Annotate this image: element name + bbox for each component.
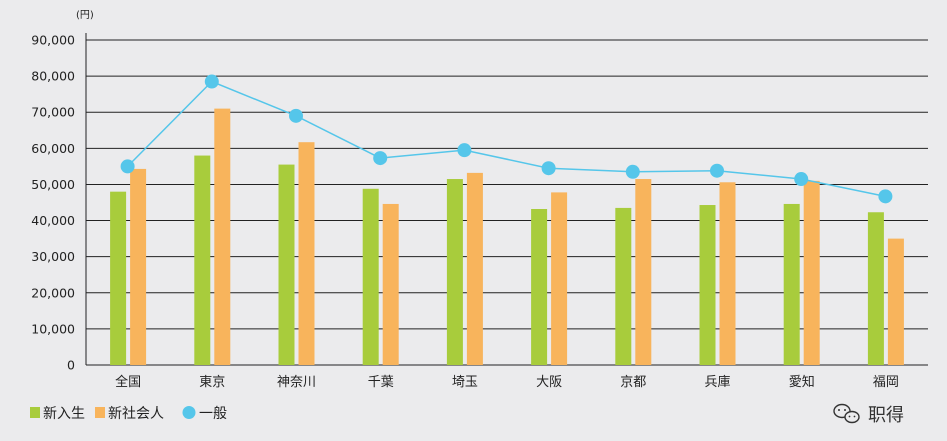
y-tick-label: 80,000: [31, 69, 75, 84]
line-point-一般-神奈川: [289, 108, 303, 123]
bar-新入生-全国: [110, 191, 127, 365]
bar-新入生-大阪: [531, 209, 548, 365]
y-tick-label: 40,000: [31, 213, 75, 228]
x-category-label: 千葉: [368, 375, 394, 390]
bar-新社会人-全国: [130, 168, 147, 365]
legend-label: 一般: [199, 406, 227, 422]
line-point-一般-千葉: [373, 151, 388, 166]
x-category-label: 京都: [620, 375, 646, 390]
bar-新入生-神奈川: [278, 164, 295, 365]
bar-新社会人-神奈川: [298, 142, 315, 365]
bar-新社会人-京都: [635, 179, 652, 365]
y-tick-label: 30,000: [31, 249, 75, 264]
y-tick-label: 60,000: [31, 141, 75, 156]
bar-新社会人-千葉: [382, 203, 399, 365]
x-axis-categories: 全国 東京 神奈川 千葉 埼玉 大阪 京都 兵庫 愛知 福岡: [115, 374, 899, 390]
line-series: [120, 74, 893, 204]
x-category-label: 神奈川: [277, 375, 316, 390]
line-path-一般: [127, 80, 886, 198]
bar-新社会人-兵庫: [719, 182, 736, 365]
bar-新入生-千葉: [362, 188, 379, 365]
line-point-一般-愛知: [794, 172, 809, 187]
wechat-icon: [833, 403, 860, 424]
bar-新社会人-福岡: [887, 238, 904, 365]
bar-新社会人-埼玉: [466, 172, 483, 365]
y-tick-label: 10,000: [31, 321, 75, 336]
bar-新入生-福岡: [867, 212, 884, 365]
y-tick-label: 20,000: [31, 285, 75, 300]
line-point-一般-東京: [204, 74, 219, 89]
x-category-label: 兵庫: [704, 375, 730, 390]
y-unit-label: (円): [76, 10, 94, 21]
line-point-一般-埼玉: [457, 143, 472, 158]
y-tick-label: 90,000: [31, 33, 75, 48]
bar-新入生-京都: [615, 207, 632, 365]
bar-新入生-愛知: [783, 203, 800, 365]
y-axis-ticks: 0 10,000 20,000 30,000 40,000 50,000 60,000 70,…: [31, 33, 75, 373]
legend-label: 新社会人: [108, 406, 164, 422]
x-category-label: 東京: [199, 374, 225, 390]
y-tick-label: 0: [67, 358, 75, 373]
legend-label: 新入生: [43, 406, 85, 422]
y-tick-label: 70,000: [31, 105, 75, 120]
line-point-一般-大阪: [541, 161, 556, 176]
x-category-label: 全国: [115, 374, 141, 390]
x-category-label: 福岡: [873, 375, 899, 390]
bar-新社会人-東京: [214, 108, 231, 365]
bar-新入生-埼玉: [446, 179, 463, 365]
line-point-一般-福岡: [878, 189, 893, 204]
line-point-一般-京都: [625, 164, 640, 179]
legend-swatch-新入生: [30, 407, 40, 418]
line-point-一般-全国: [120, 159, 135, 174]
bar-新社会人-愛知: [803, 180, 820, 365]
bar-新入生-東京: [194, 155, 211, 365]
x-category-label: 大阪: [536, 375, 562, 390]
line-point-一般-兵庫: [710, 163, 724, 178]
watermark: 职得: [833, 403, 904, 426]
bars: [110, 108, 904, 365]
legend: 新入生 新社会人 一般: [30, 406, 227, 422]
legend-swatch-新社会人: [95, 407, 105, 418]
watermark-text: 职得: [868, 405, 904, 426]
bar-新社会人-大阪: [551, 192, 568, 365]
bar-新入生-兵庫: [699, 205, 716, 365]
legend-swatch-一般: [182, 406, 196, 419]
x-category-label: 愛知: [789, 374, 815, 390]
x-category-label: 埼玉: [452, 375, 478, 390]
y-tick-label: 50,000: [31, 177, 75, 192]
